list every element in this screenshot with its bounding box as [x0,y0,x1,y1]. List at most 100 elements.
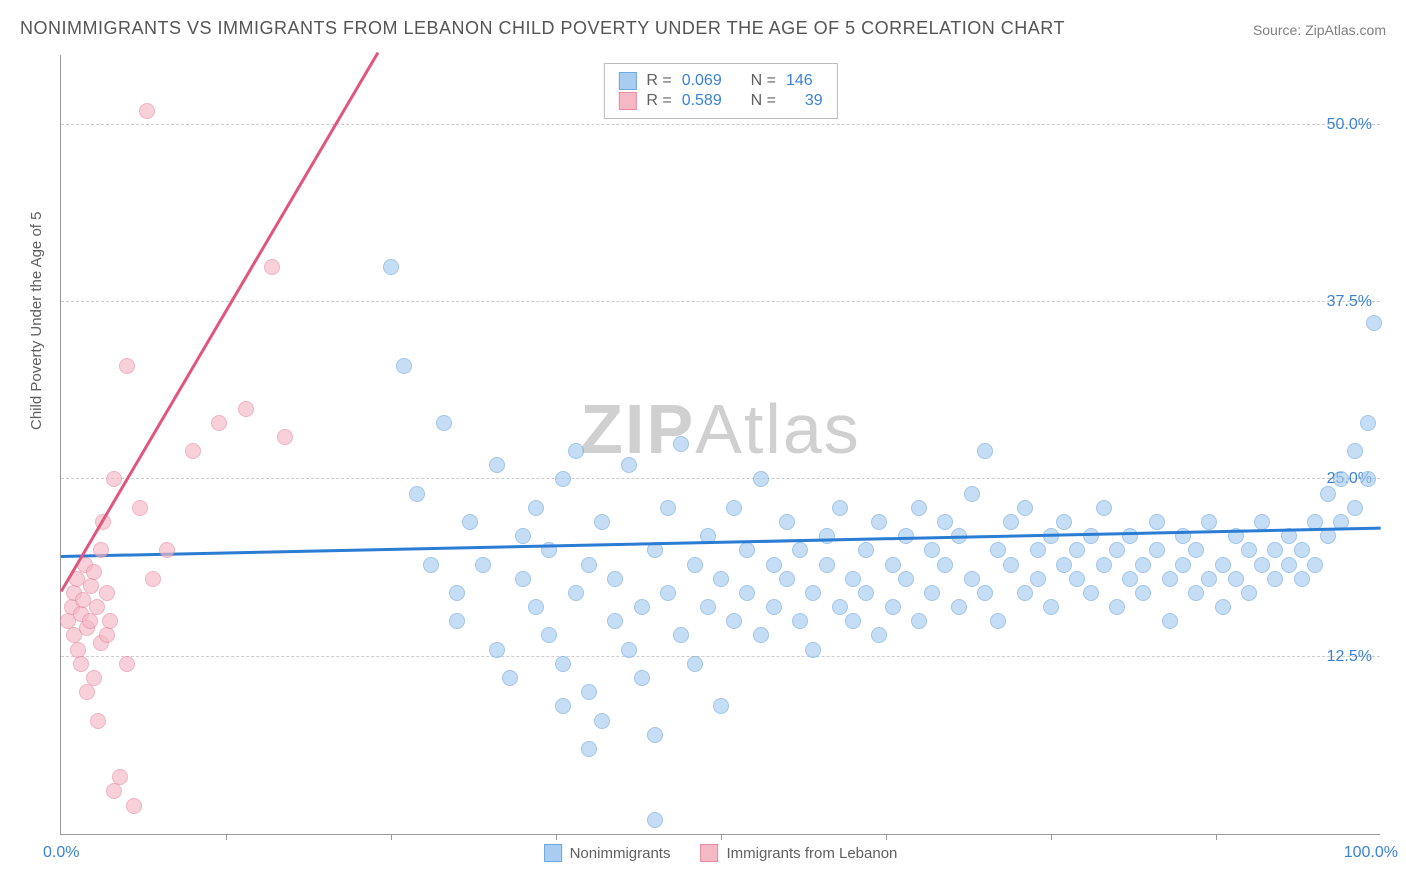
data-point [568,585,584,601]
data-point [555,698,571,714]
data-point [139,103,155,119]
data-point [621,642,637,658]
data-point [911,613,927,629]
data-point [937,557,953,573]
data-point [687,557,703,573]
data-point [1017,585,1033,601]
data-point [647,727,663,743]
data-point [634,599,650,615]
y-tick-label: 37.5% [1327,293,1372,311]
data-point [99,627,115,643]
data-point [93,542,109,558]
gridline [61,656,1380,657]
data-point [528,599,544,615]
data-point [1175,557,1191,573]
data-point [1320,528,1336,544]
data-point [845,571,861,587]
watermark: ZIPAtlas [580,389,861,469]
data-point [937,514,953,530]
data-point [819,557,835,573]
legend-swatch-blue-icon [544,844,562,862]
data-point [1307,557,1323,573]
data-point [1083,585,1099,601]
data-point [805,585,821,601]
data-point [607,571,623,587]
chart-title: NONIMMIGRANTS VS IMMIGRANTS FROM LEBANON… [20,18,1065,39]
x-tick [391,834,392,840]
data-point [753,471,769,487]
gridline [61,124,1380,125]
data-point [1056,557,1072,573]
data-point [779,571,795,587]
data-point [489,642,505,658]
data-point [1149,542,1165,558]
data-point [990,613,1006,629]
data-point [1096,500,1112,516]
data-point [687,656,703,672]
data-point [106,471,122,487]
legend-n-label: N = [751,92,776,110]
data-point [924,585,940,601]
x-tick [1051,834,1052,840]
data-point [1215,557,1231,573]
data-point [660,500,676,516]
data-point [449,585,465,601]
data-point [159,542,175,558]
data-point [449,613,465,629]
data-point [766,557,782,573]
data-point [581,741,597,757]
legend-label-1: Immigrants from Lebanon [726,845,897,862]
trend-line [60,52,379,592]
data-point [1043,599,1059,615]
data-point [102,613,118,629]
data-point [581,684,597,700]
data-point [185,443,201,459]
x-tick-100: 100.0% [1344,844,1398,862]
data-point [568,443,584,459]
data-point [1267,542,1283,558]
legend-swatch-pink-icon [700,844,718,862]
legend-r-label: R = [646,72,671,90]
data-point [1096,557,1112,573]
data-point [489,457,505,473]
x-tick [1216,834,1217,840]
data-point [1215,599,1231,615]
data-point [990,542,1006,558]
data-point [805,642,821,658]
data-point [436,415,452,431]
data-point [977,585,993,601]
x-tick [226,834,227,840]
data-point [86,564,102,580]
data-point [726,613,742,629]
data-point [396,358,412,374]
data-point [106,783,122,799]
data-point [832,599,848,615]
y-tick-label: 50.0% [1327,116,1372,134]
data-point [1347,443,1363,459]
legend-row-immigrants: R = 0.589 N = 39 [618,92,822,110]
data-point [1135,585,1151,601]
data-point [112,769,128,785]
data-point [845,613,861,629]
data-point [700,599,716,615]
data-point [1294,542,1310,558]
data-point [1030,571,1046,587]
x-tick-0: 0.0% [43,844,79,862]
plot-area: ZIPAtlas R = 0.069 N = 146 R = 0.589 N =… [60,55,1380,835]
data-point [832,500,848,516]
correlation-legend: R = 0.069 N = 146 R = 0.589 N = 39 [603,63,837,119]
data-point [1254,514,1270,530]
data-point [423,557,439,573]
data-point [1003,557,1019,573]
data-point [1069,571,1085,587]
data-point [1228,571,1244,587]
data-point [99,585,115,601]
data-point [924,542,940,558]
data-point [1003,514,1019,530]
data-point [858,542,874,558]
data-point [555,471,571,487]
data-point [1122,571,1138,587]
legend-n-label: N = [751,72,776,90]
data-point [1056,514,1072,530]
data-point [819,528,835,544]
